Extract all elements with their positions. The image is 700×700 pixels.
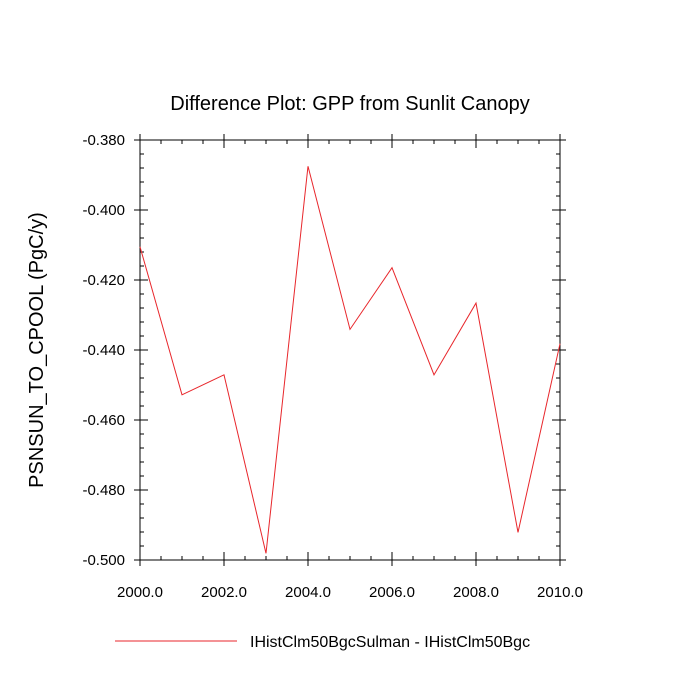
y-tick-label: -0.400 bbox=[82, 202, 125, 219]
y-tick-label: -0.440 bbox=[82, 342, 125, 359]
x-tick-label: 2006.0 bbox=[369, 584, 415, 601]
y-tick-label: -0.500 bbox=[82, 552, 125, 569]
series-line bbox=[139, 166, 561, 554]
x-tick-label: 2000.0 bbox=[117, 584, 163, 601]
x-tick-label: 2008.0 bbox=[453, 584, 499, 601]
x-tick-label: 2004.0 bbox=[285, 584, 331, 601]
y-axis-label: PSNSUN_TO_CPOOL (PgC/y) bbox=[26, 212, 48, 488]
plot-frame bbox=[139, 139, 561, 561]
legend-label: IHistClm50BgcSulman - IHistClm50Bgc bbox=[250, 634, 530, 651]
y-tick-label: -0.420 bbox=[82, 272, 125, 289]
x-tick-label: 2002.0 bbox=[201, 584, 247, 601]
y-tick-label: -0.460 bbox=[82, 412, 125, 429]
legend: IHistClm50BgcSulman - IHistClm50Bgc bbox=[115, 634, 530, 651]
x-tick-label: 2010.0 bbox=[537, 584, 583, 601]
chart-title: Difference Plot: GPP from Sunlit Canopy bbox=[170, 93, 529, 115]
y-tick-label: -0.480 bbox=[82, 482, 125, 499]
y-tick-label: -0.380 bbox=[82, 132, 125, 149]
plot-area: 2000.0 2002.0 2004.0 2006.0 2008.0 2010.0 -0.3… bbox=[82, 132, 582, 601]
